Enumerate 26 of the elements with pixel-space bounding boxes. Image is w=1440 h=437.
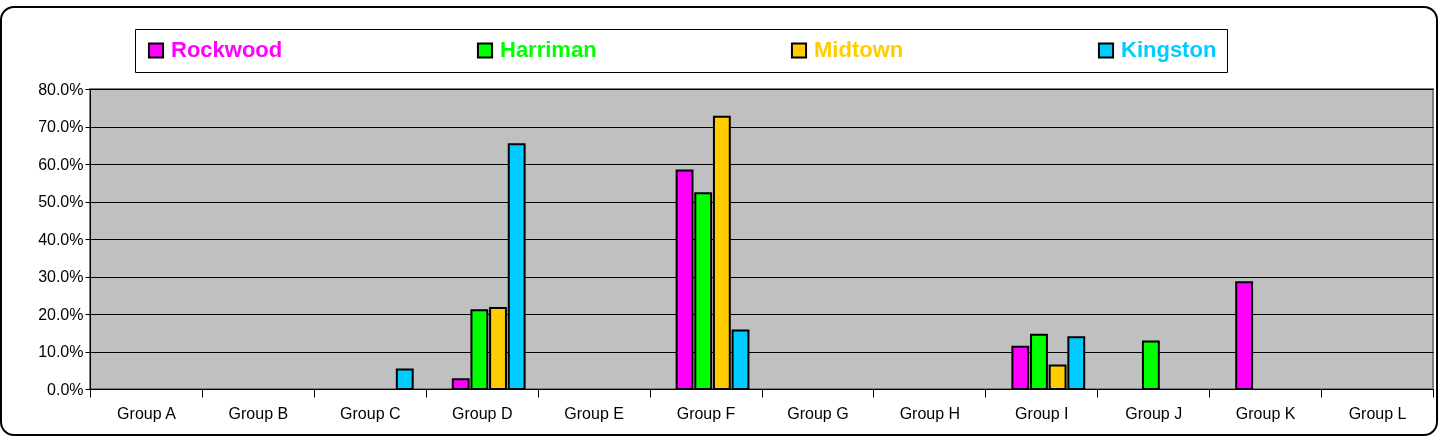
x-tick-label: Group H: [899, 404, 961, 422]
x-tick-label: Group E: [564, 404, 624, 422]
y-tick-label: 40.0%: [38, 230, 84, 248]
x-tick-label: Group L: [1348, 404, 1407, 422]
y-tick-label: 60.0%: [38, 155, 84, 173]
y-tick-label: 0.0%: [47, 380, 84, 398]
x-tick-label: Group I: [1015, 404, 1069, 422]
x-tick-label: Group K: [1235, 404, 1296, 422]
x-tick-label: Group F: [676, 404, 736, 422]
y-tick-label: 30.0%: [38, 268, 84, 285]
bar: [395, 368, 414, 390]
legend-label: Harriman: [500, 37, 597, 63]
legend-label: Rockwood: [171, 37, 283, 63]
x-tick-label: Group B: [228, 404, 289, 422]
y-tick-label: 80.0%: [38, 80, 84, 98]
x-tick-label: Group C: [340, 404, 401, 422]
x-tick-label: Group D: [451, 404, 513, 422]
legend-label: Kingston: [1121, 37, 1217, 63]
x-tick-label: Group A: [117, 404, 177, 422]
y-tick-label: 10.0%: [38, 343, 84, 360]
x-tick-label: Group J: [1125, 404, 1183, 422]
x-tick-label: Group G: [787, 404, 849, 422]
y-tick-label: 70.0%: [38, 118, 84, 135]
legend-label: Midtown: [814, 37, 904, 63]
y-tick-label: 50.0%: [38, 193, 84, 210]
y-tick-label: 20.0%: [38, 305, 84, 323]
